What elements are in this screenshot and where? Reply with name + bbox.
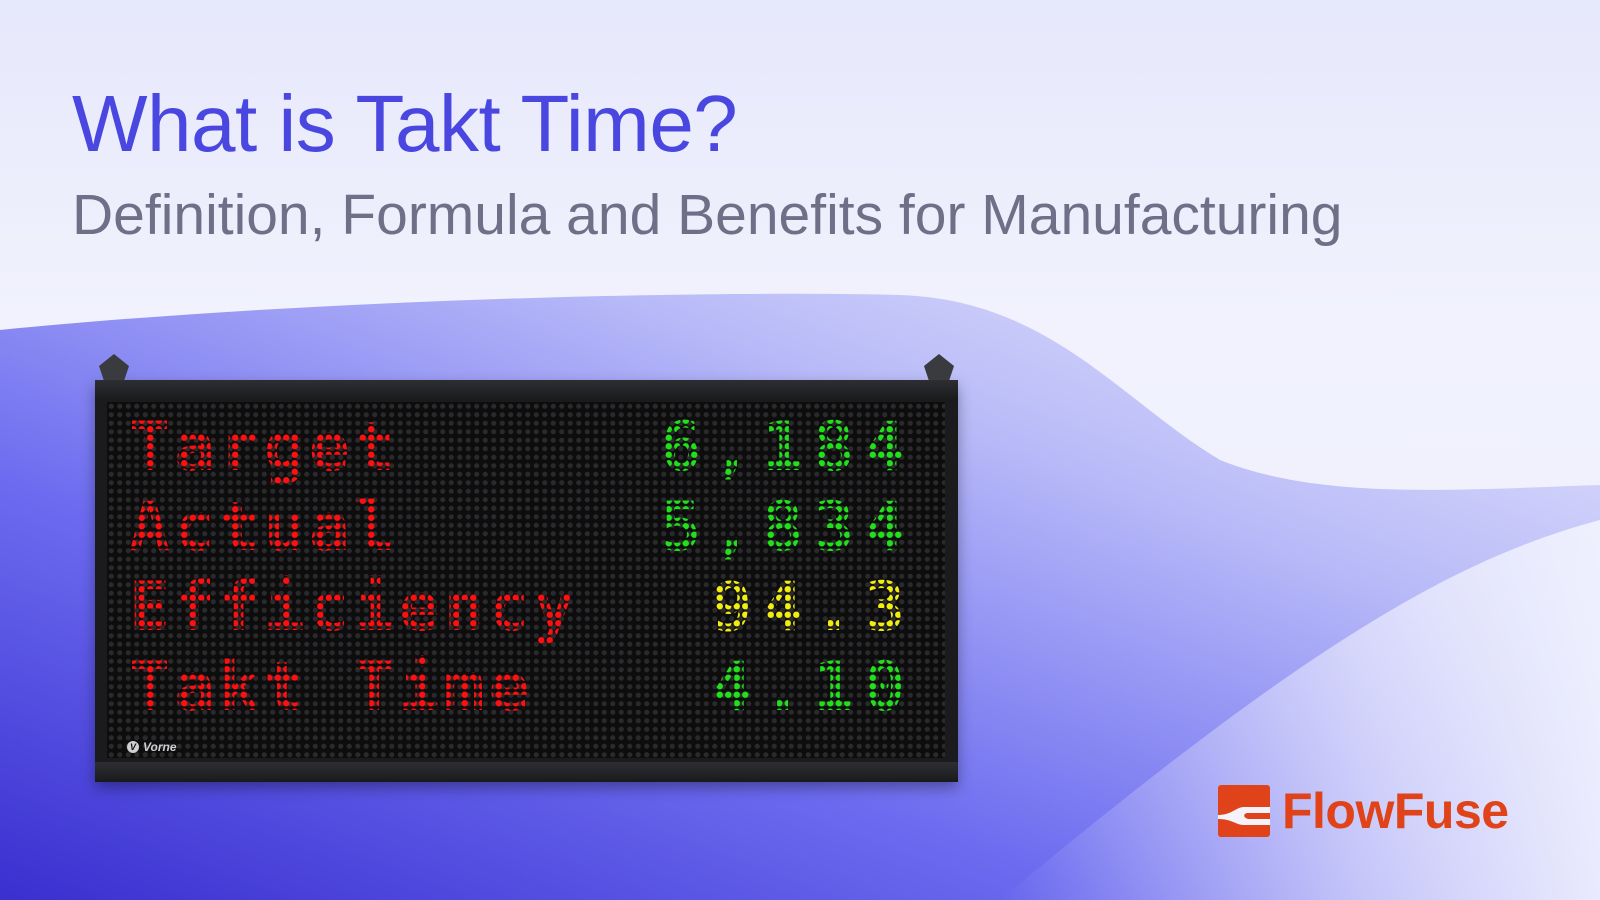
display-row-efficiency: Efficiency 94.3 (129, 568, 915, 648)
row-value: 94.3 (711, 568, 915, 647)
row-label: Actual (129, 488, 399, 567)
flowfuse-logo: FlowFuse (1218, 782, 1509, 840)
vorne-brand: V Vorne (127, 740, 177, 754)
row-value: 5,834 (660, 488, 915, 567)
display-row-takt-time: Takt Time 4.10 (129, 648, 915, 728)
display-row-actual: Actual 5,834 (129, 488, 915, 568)
row-label: Target (129, 408, 399, 487)
board-bottom-rail (95, 762, 958, 782)
led-display-board: Target 6,184 Actual 5,834 Efficiency 94.… (95, 354, 958, 782)
row-value: 4.10 (711, 648, 915, 727)
flowfuse-logo-text: FlowFuse (1282, 783, 1509, 839)
vorne-brand-text: Vorne (143, 740, 177, 754)
display-row-target: Target 6,184 (129, 408, 915, 488)
page-subtitle: Definition, Formula and Benefits for Man… (72, 183, 1343, 247)
led-panel: Target 6,184 Actual 5,834 Efficiency 94.… (107, 402, 945, 758)
board-top-rail (95, 380, 958, 400)
vorne-logo-icon: V (127, 741, 139, 753)
flowfuse-logo-icon (1218, 785, 1270, 837)
row-value: 6,184 (660, 408, 915, 487)
page-title: What is Takt Time? (72, 79, 738, 168)
row-label: Takt Time (129, 648, 534, 727)
row-label: Efficiency (129, 568, 579, 647)
